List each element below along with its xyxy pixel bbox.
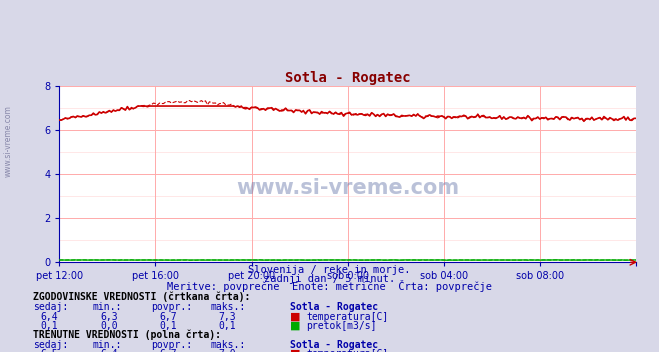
Text: 7,3: 7,3 bbox=[219, 312, 236, 322]
Text: povpr.:: povpr.: bbox=[152, 302, 192, 313]
Text: povpr.:: povpr.: bbox=[152, 340, 192, 350]
Text: min.:: min.: bbox=[92, 340, 122, 350]
Text: Slovenija / reke in morje.: Slovenija / reke in morje. bbox=[248, 265, 411, 275]
Text: www.si-vreme.com: www.si-vreme.com bbox=[236, 178, 459, 198]
Text: Sotla - Rogatec: Sotla - Rogatec bbox=[290, 302, 378, 313]
Text: ■: ■ bbox=[290, 349, 301, 352]
Text: temperatura[C]: temperatura[C] bbox=[306, 312, 389, 322]
Text: Meritve: povprečne  Enote: metrične  Črta: povprečje: Meritve: povprečne Enote: metrične Črta:… bbox=[167, 281, 492, 293]
Title: Sotla - Rogatec: Sotla - Rogatec bbox=[285, 71, 411, 85]
Text: ZGODOVINSKE VREDNOSTI (črtkana črta):: ZGODOVINSKE VREDNOSTI (črtkana črta): bbox=[33, 291, 250, 302]
Text: min.:: min.: bbox=[92, 302, 122, 313]
Text: 7,0: 7,0 bbox=[219, 349, 236, 352]
Text: 0,1: 0,1 bbox=[219, 321, 236, 331]
Text: sedaj:: sedaj: bbox=[33, 302, 68, 313]
Text: maks.:: maks.: bbox=[211, 340, 246, 350]
Text: sedaj:: sedaj: bbox=[33, 340, 68, 350]
Text: maks.:: maks.: bbox=[211, 302, 246, 313]
Text: ■: ■ bbox=[290, 312, 301, 322]
Text: ■: ■ bbox=[290, 321, 301, 331]
Text: 6,7: 6,7 bbox=[159, 312, 177, 322]
Text: pretok[m3/s]: pretok[m3/s] bbox=[306, 321, 377, 331]
Text: 0,1: 0,1 bbox=[159, 321, 177, 331]
Text: www.si-vreme.com: www.si-vreme.com bbox=[4, 105, 13, 177]
Text: 6,4: 6,4 bbox=[100, 349, 117, 352]
Text: 0,1: 0,1 bbox=[41, 321, 58, 331]
Text: 6,7: 6,7 bbox=[159, 349, 177, 352]
Text: 6,4: 6,4 bbox=[41, 312, 58, 322]
Text: zadnji dan / 5 minut.: zadnji dan / 5 minut. bbox=[264, 274, 395, 284]
Text: 6,3: 6,3 bbox=[100, 312, 117, 322]
Text: temperatura[C]: temperatura[C] bbox=[306, 349, 389, 352]
Text: Sotla - Rogatec: Sotla - Rogatec bbox=[290, 340, 378, 350]
Text: TRENUTNE VREDNOSTI (polna črta):: TRENUTNE VREDNOSTI (polna črta): bbox=[33, 329, 221, 340]
Text: 6,5: 6,5 bbox=[41, 349, 58, 352]
Text: 0,0: 0,0 bbox=[100, 321, 117, 331]
